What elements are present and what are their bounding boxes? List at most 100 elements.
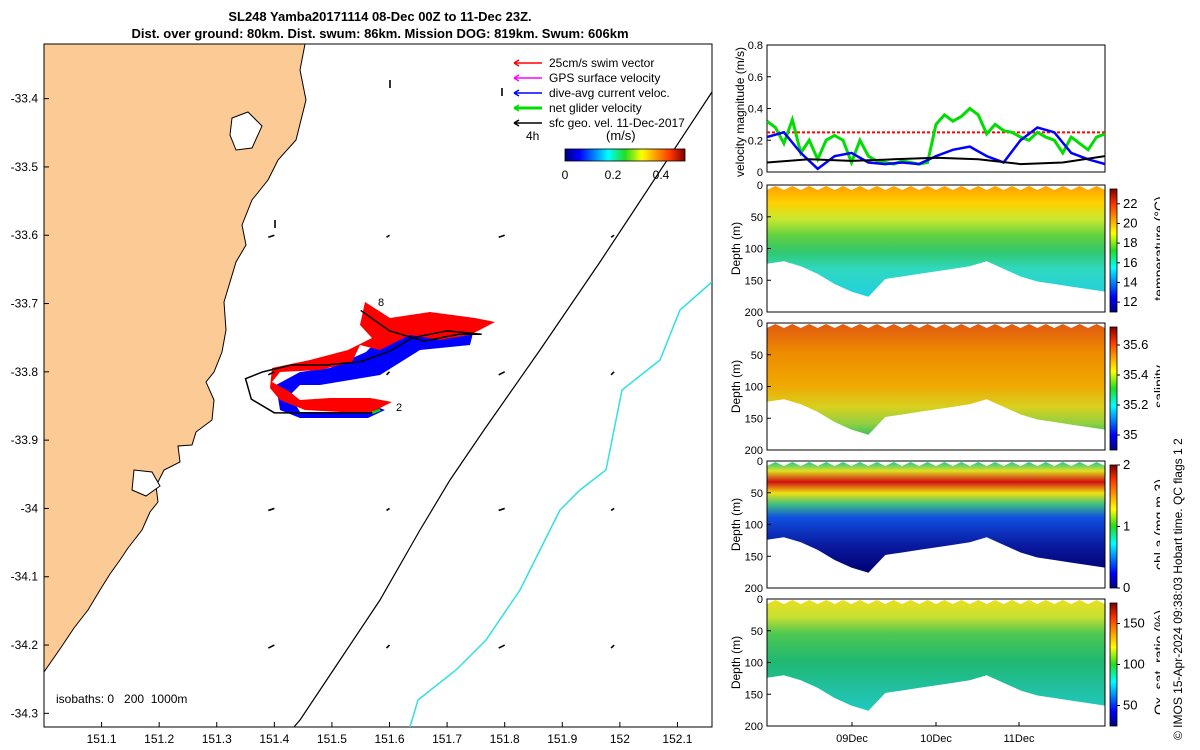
depth-tick-label: 50 (751, 626, 763, 638)
legend-label: net glider velocity (549, 101, 642, 115)
depth-tick-label: 100 (745, 382, 763, 394)
map-x-tick-label: 151.5 (317, 732, 347, 746)
map-y-tick-label: -33.9 (11, 433, 39, 447)
geo-arrow (268, 234, 275, 238)
velocity-y-tick-label: 0.8 (748, 40, 763, 52)
depth-tick-label: 200 (745, 583, 763, 595)
geo-arrow (498, 371, 506, 376)
velocity-magnitude-panel: 0 0.2 0.4 0.6 0.8 velocity magnitude (m/s) (733, 40, 1106, 179)
time-tick-label: 10Dec (920, 733, 952, 745)
map-x-tick-label: 151.7 (432, 732, 462, 746)
depth-tick-label: 50 (751, 212, 763, 224)
time-tick-label: 11Dec (1004, 733, 1035, 745)
depth-tick-label: 100 (745, 658, 763, 670)
geo-arrow (498, 644, 506, 649)
colorbar-label: (m/s) (606, 128, 636, 143)
swim-vector-swath (270, 302, 495, 418)
map-x-tick-label: 151.2 (144, 732, 174, 746)
depth-tick-label: 0 (757, 180, 763, 192)
depth-tick-label: 50 (751, 350, 763, 362)
colorbar-tick-label: 20 (1123, 215, 1137, 230)
colorbar-tick-label: 2 (1123, 457, 1130, 472)
depth-tick-label: 150 (745, 275, 763, 287)
section-panel: 0 50 100 150 200 Depth (m) 35 35.2 35.4 35.6 salin… (729, 318, 1160, 457)
net-glider-track-ends (371, 408, 381, 414)
colorbar-tick-label: 35.4 (1123, 367, 1148, 382)
legend-arrowhead (513, 59, 520, 67)
section-panel: 0 50 100 150 200 Depth (m) 50 100 150 Ox. sat. ra… (729, 594, 1160, 733)
track-label-start: 8 (378, 297, 384, 309)
surface-geo-velocity-line (767, 155, 1105, 166)
chart-subtitle: Dist. over ground: 80km. Dist. swum: 86k… (131, 26, 629, 41)
map-y-tick-label: -34.1 (11, 570, 39, 584)
map-x-tick-label: 151.8 (490, 732, 520, 746)
track-label-end: 2 (396, 402, 402, 414)
colorbar-tick-label: 35 (1123, 427, 1137, 442)
depth-label: Depth (m) (729, 636, 743, 689)
land-coastline (44, 44, 307, 673)
geo-arrow (385, 371, 391, 376)
legend-label: GPS surface velocity (549, 71, 660, 85)
legend-arrowhead (513, 89, 520, 97)
chart-title: SL248 Yamba20171114 08-Dec 00Z to 11-Dec… (228, 9, 532, 24)
geo-arrow (386, 234, 390, 238)
velocity-y-tick-label: 0 (757, 167, 763, 179)
bay-inlet-south (131, 469, 161, 497)
geo-arrow (385, 644, 391, 649)
legend-label: 25cm/s swim vector (549, 56, 654, 70)
colorbar-tick-label: 100 (1123, 657, 1145, 672)
geo-arrow (498, 507, 505, 512)
legend-arrowhead (513, 104, 520, 112)
depth-tick-label: 200 (745, 307, 763, 319)
section-field (767, 600, 1105, 711)
colorbar-tick-label: 35.6 (1123, 337, 1148, 352)
colorbar-tick-label: 150 (1123, 616, 1145, 631)
map-y-tick-label: -33.7 (11, 297, 39, 311)
glider-track-map: 8 2 151.1 151.2 151.3 151.4 151.5 151.6 151.7 1… (11, 43, 713, 746)
net-glider-track (244, 309, 482, 414)
velocity-y-tick-label: 0.2 (748, 135, 763, 147)
legend-label: dive-avg current veloc. (549, 86, 670, 100)
legend-arrowhead (513, 74, 520, 82)
colorbar-tick-label: 0.4 (653, 168, 670, 182)
depth-tick-label: 150 (745, 413, 763, 425)
map-x-tick-label: 152 (610, 732, 630, 746)
colorbar-tick-label: 1 (1123, 519, 1130, 534)
section-colorbar-label: Ox. sat. ratio (%) (1151, 610, 1160, 715)
velocity-y-tick-label: 0.6 (748, 72, 763, 84)
geo-arrow (610, 234, 615, 238)
map-y-tick-label: -33.6 (11, 228, 39, 242)
section-colorbar (1109, 188, 1118, 313)
time-tick-label: 09Dec (836, 733, 868, 745)
depth-tick-label: 50 (751, 488, 763, 500)
section-colorbar-label: chl-a (mg m-3) (1151, 479, 1160, 570)
dive-avg-current-line (767, 126, 1105, 171)
depth-tick-label: 0 (757, 318, 763, 330)
depth-tick-label: 0 (757, 594, 763, 606)
depth-label: Depth (m) (729, 222, 743, 275)
section-field (767, 462, 1105, 573)
colorbar-tick-label: 50 (1123, 698, 1137, 713)
legend-note: 4h (526, 129, 539, 143)
map-y-tick-label: -33.8 (11, 365, 39, 379)
section-panel: 0 50 100 150 200 Depth (m) 0 1 2 chl-a (mg m-3) (729, 456, 1160, 595)
geo-arrow (267, 644, 275, 649)
map-y-tick-label: -33.4 (11, 92, 39, 106)
geostrophic-velocity-arrows (267, 80, 615, 649)
legend-arrowhead (513, 119, 520, 127)
geo-arrow (610, 507, 615, 512)
time-axis: 09Dec 10Dec 11Dec (836, 722, 1035, 745)
section-colorbar-label: salinity (1151, 365, 1160, 408)
colorbar-tick-label: 22 (1123, 196, 1137, 211)
map-x-tick-label: 151.9 (547, 732, 577, 746)
map-x-tick-label: 152.1 (662, 732, 692, 746)
speed-colorbar-ticks: 0 0.2 0.4 (562, 168, 670, 182)
colorbar-tick-label: 0.2 (605, 168, 622, 182)
colorbar-tick-label: 14 (1123, 274, 1137, 289)
depth-tick-label: 100 (745, 244, 763, 256)
map-y-axis: -33.4 -33.5 -33.6 -33.7 -33.8 -33.9 -34 -34.1 -3… (11, 92, 49, 720)
geo-arrow (610, 644, 615, 649)
imos-timestamp: © IMOS 15-Apr-2024 09:38:03 Hobart time.… (1171, 438, 1185, 740)
